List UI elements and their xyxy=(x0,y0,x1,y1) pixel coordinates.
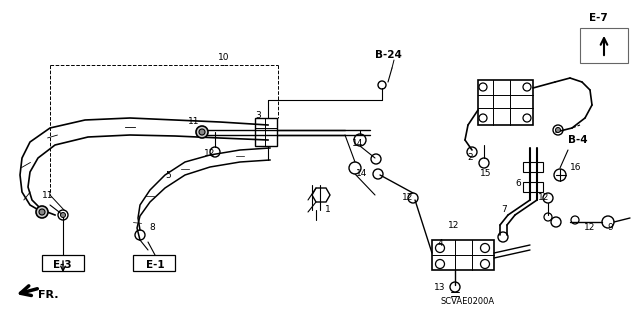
Bar xyxy=(523,162,543,172)
Text: B-4: B-4 xyxy=(568,135,588,145)
Text: SCVAE0200A: SCVAE0200A xyxy=(441,298,495,307)
Text: 11: 11 xyxy=(42,190,54,199)
Text: 7: 7 xyxy=(501,205,507,214)
Text: 14: 14 xyxy=(352,138,364,147)
Text: 14: 14 xyxy=(356,168,368,177)
Text: 13: 13 xyxy=(435,284,445,293)
Text: 16: 16 xyxy=(570,164,582,173)
Text: 15: 15 xyxy=(480,168,492,177)
Text: B-24: B-24 xyxy=(374,50,401,60)
Text: 3: 3 xyxy=(255,110,261,120)
Circle shape xyxy=(36,206,48,218)
Circle shape xyxy=(199,129,205,135)
Text: 4: 4 xyxy=(437,239,443,248)
Circle shape xyxy=(196,126,208,138)
Bar xyxy=(523,182,543,192)
Text: 10: 10 xyxy=(218,54,230,63)
Text: 11: 11 xyxy=(188,116,200,125)
Bar xyxy=(580,28,628,63)
Text: 8: 8 xyxy=(149,224,155,233)
Bar xyxy=(432,240,494,270)
Bar xyxy=(478,80,533,125)
Text: 12: 12 xyxy=(204,149,216,158)
Circle shape xyxy=(61,212,65,218)
Text: 2: 2 xyxy=(467,153,473,162)
Bar xyxy=(42,255,84,271)
Text: 12: 12 xyxy=(538,194,550,203)
Text: E-1: E-1 xyxy=(146,260,164,270)
Text: 12: 12 xyxy=(584,224,596,233)
Text: E-7: E-7 xyxy=(589,13,607,23)
Text: 12: 12 xyxy=(403,194,413,203)
Text: 12: 12 xyxy=(448,220,460,229)
Text: E-3: E-3 xyxy=(52,260,71,270)
Text: 6: 6 xyxy=(515,179,521,188)
Circle shape xyxy=(39,209,45,215)
Text: 1: 1 xyxy=(325,205,331,214)
Circle shape xyxy=(556,128,561,132)
Bar xyxy=(255,118,277,146)
Text: 5: 5 xyxy=(165,170,171,180)
Text: FR.: FR. xyxy=(38,290,58,300)
Text: 9: 9 xyxy=(607,224,613,233)
Bar xyxy=(133,255,175,271)
